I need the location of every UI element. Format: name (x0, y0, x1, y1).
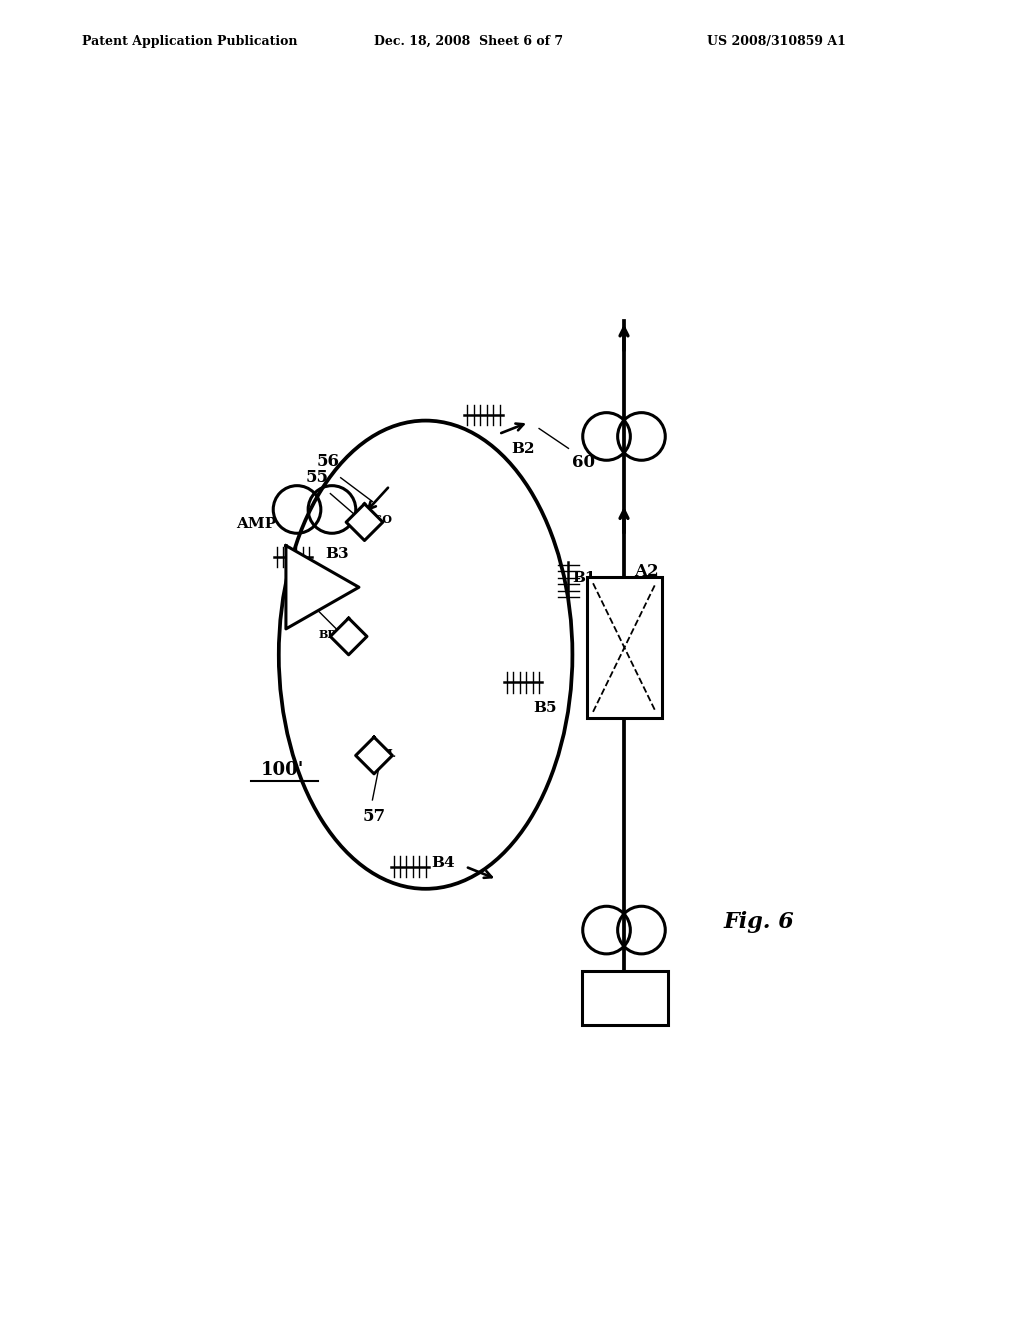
Text: 58: 58 (293, 585, 315, 602)
Polygon shape (286, 545, 359, 628)
Text: 60: 60 (572, 454, 595, 471)
Text: B3: B3 (325, 546, 348, 561)
Bar (587, 577, 663, 718)
Text: B5: B5 (534, 701, 557, 715)
Text: A2: A2 (634, 562, 658, 579)
Polygon shape (346, 504, 383, 540)
Text: 57: 57 (362, 808, 386, 825)
Polygon shape (331, 618, 367, 655)
Text: B2: B2 (511, 442, 535, 455)
Text: BPF: BPF (318, 628, 344, 640)
Polygon shape (355, 737, 392, 774)
Text: 100': 100' (261, 762, 304, 779)
Text: US 2008/310859 A1: US 2008/310859 A1 (707, 34, 846, 48)
Text: AMP: AMP (237, 517, 276, 531)
Text: LD: LD (609, 989, 640, 1007)
Text: Fig. 6: Fig. 6 (723, 911, 794, 933)
Text: B1: B1 (572, 570, 596, 585)
Text: B4: B4 (431, 857, 455, 870)
Bar (582, 972, 668, 1026)
Text: 56: 56 (316, 453, 340, 470)
Text: Patent Application Publication: Patent Application Publication (82, 34, 297, 48)
Text: ISO: ISO (370, 515, 392, 525)
Text: Dec. 18, 2008  Sheet 6 of 7: Dec. 18, 2008 Sheet 6 of 7 (374, 34, 563, 48)
Text: A1: A1 (634, 684, 658, 701)
Text: DL: DL (379, 747, 396, 759)
Text: 55: 55 (305, 469, 329, 486)
